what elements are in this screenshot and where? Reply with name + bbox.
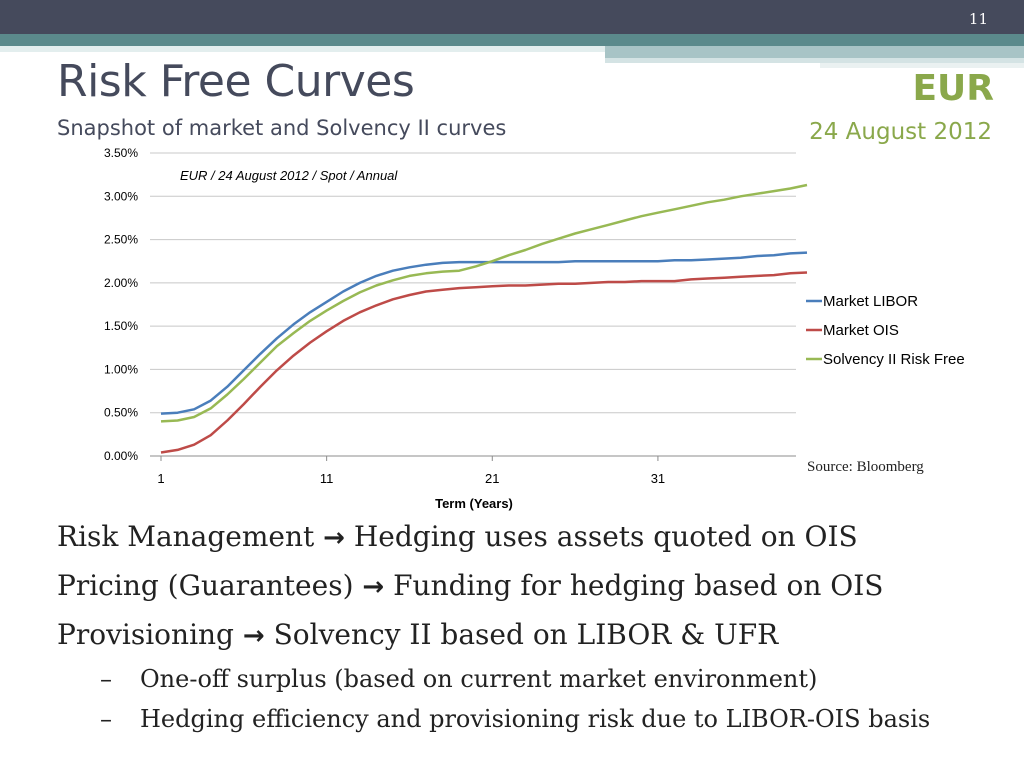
header-band-right-light (605, 58, 1024, 63)
header-band (0, 34, 1024, 46)
y-tick-label: 1.00% (104, 362, 138, 376)
bullet-left: Provisioning (57, 618, 234, 651)
arrow-right-icon: → (242, 621, 265, 651)
bullet-left: Risk Management (57, 520, 315, 553)
dash-icon: – (100, 665, 112, 693)
chart-annotation: EUR / 24 August 2012 / Spot / Annual (180, 168, 398, 183)
dash-icon: – (100, 705, 112, 733)
sub-bullet-surplus: – One-off surplus (based on current marke… (100, 665, 817, 693)
series-line (160, 271, 808, 454)
header-bar (0, 0, 1024, 34)
rate-curves-chart: 0.00% 0.50% 1.00% 1.50% 2.00% 2.50% 3.00% 3.50%… (104, 146, 965, 511)
y-tick-label: 3.00% (104, 189, 138, 203)
page-number: 11 (968, 10, 988, 28)
x-axis-label: Term (Years) (435, 496, 513, 511)
y-tick-label: 2.00% (104, 276, 138, 290)
series-line (160, 251, 808, 415)
bullet-right: Solvency II based on LIBOR & UFR (273, 618, 779, 651)
sub-bullet-text: Hedging efficiency and provisioning risk… (140, 705, 931, 733)
header-band-right-faint (820, 63, 1024, 68)
date-label: 24 August 2012 (809, 119, 992, 145)
legend-label: Solvency II Risk Free (823, 351, 965, 368)
source-label: Source: Bloomberg (807, 459, 924, 475)
page-subtitle: Snapshot of market and Solvency II curve… (57, 116, 507, 140)
bullet-right: Funding for hedging based on OIS (393, 569, 884, 602)
currency-label: EUR (912, 68, 994, 109)
header-band-light (0, 46, 605, 52)
y-tick-label: 3.50% (104, 146, 138, 160)
y-tick-label: 2.50% (104, 233, 138, 247)
header-band-right (605, 46, 1024, 58)
sub-bullet-hedging: – Hedging efficiency and provisioning ris… (100, 705, 930, 733)
arrow-right-icon: → (323, 523, 345, 553)
y-tick-label: 0.00% (104, 449, 138, 463)
bullet-right: Hedging uses assets quoted on OIS (353, 520, 858, 553)
bullet-provisioning: Provisioning → Solvency II based on LIBO… (57, 618, 778, 651)
x-tick-label: 11 (320, 471, 334, 486)
y-tick-label: 0.50% (104, 406, 138, 420)
x-tick-label: 21 (485, 471, 499, 486)
legend-label: Market LIBOR (823, 293, 918, 310)
y-tick-label: 1.50% (104, 319, 138, 333)
x-tick-label: 31 (651, 471, 665, 486)
legend-label: Market OIS (823, 322, 899, 339)
series-line (160, 183, 808, 423)
x-tick-label: 1 (157, 471, 164, 486)
bullet-left: Pricing (Guarantees) (57, 569, 354, 602)
arrow-right-icon: → (362, 572, 385, 602)
bullet-pricing: Pricing (Guarantees) → Funding for hedgi… (57, 569, 883, 602)
page-title: Risk Free Curves (57, 56, 415, 107)
sub-bullet-text: One-off surplus (based on current market… (140, 665, 818, 693)
bullet-risk-management: Risk Management → Hedging uses assets qu… (57, 520, 858, 553)
